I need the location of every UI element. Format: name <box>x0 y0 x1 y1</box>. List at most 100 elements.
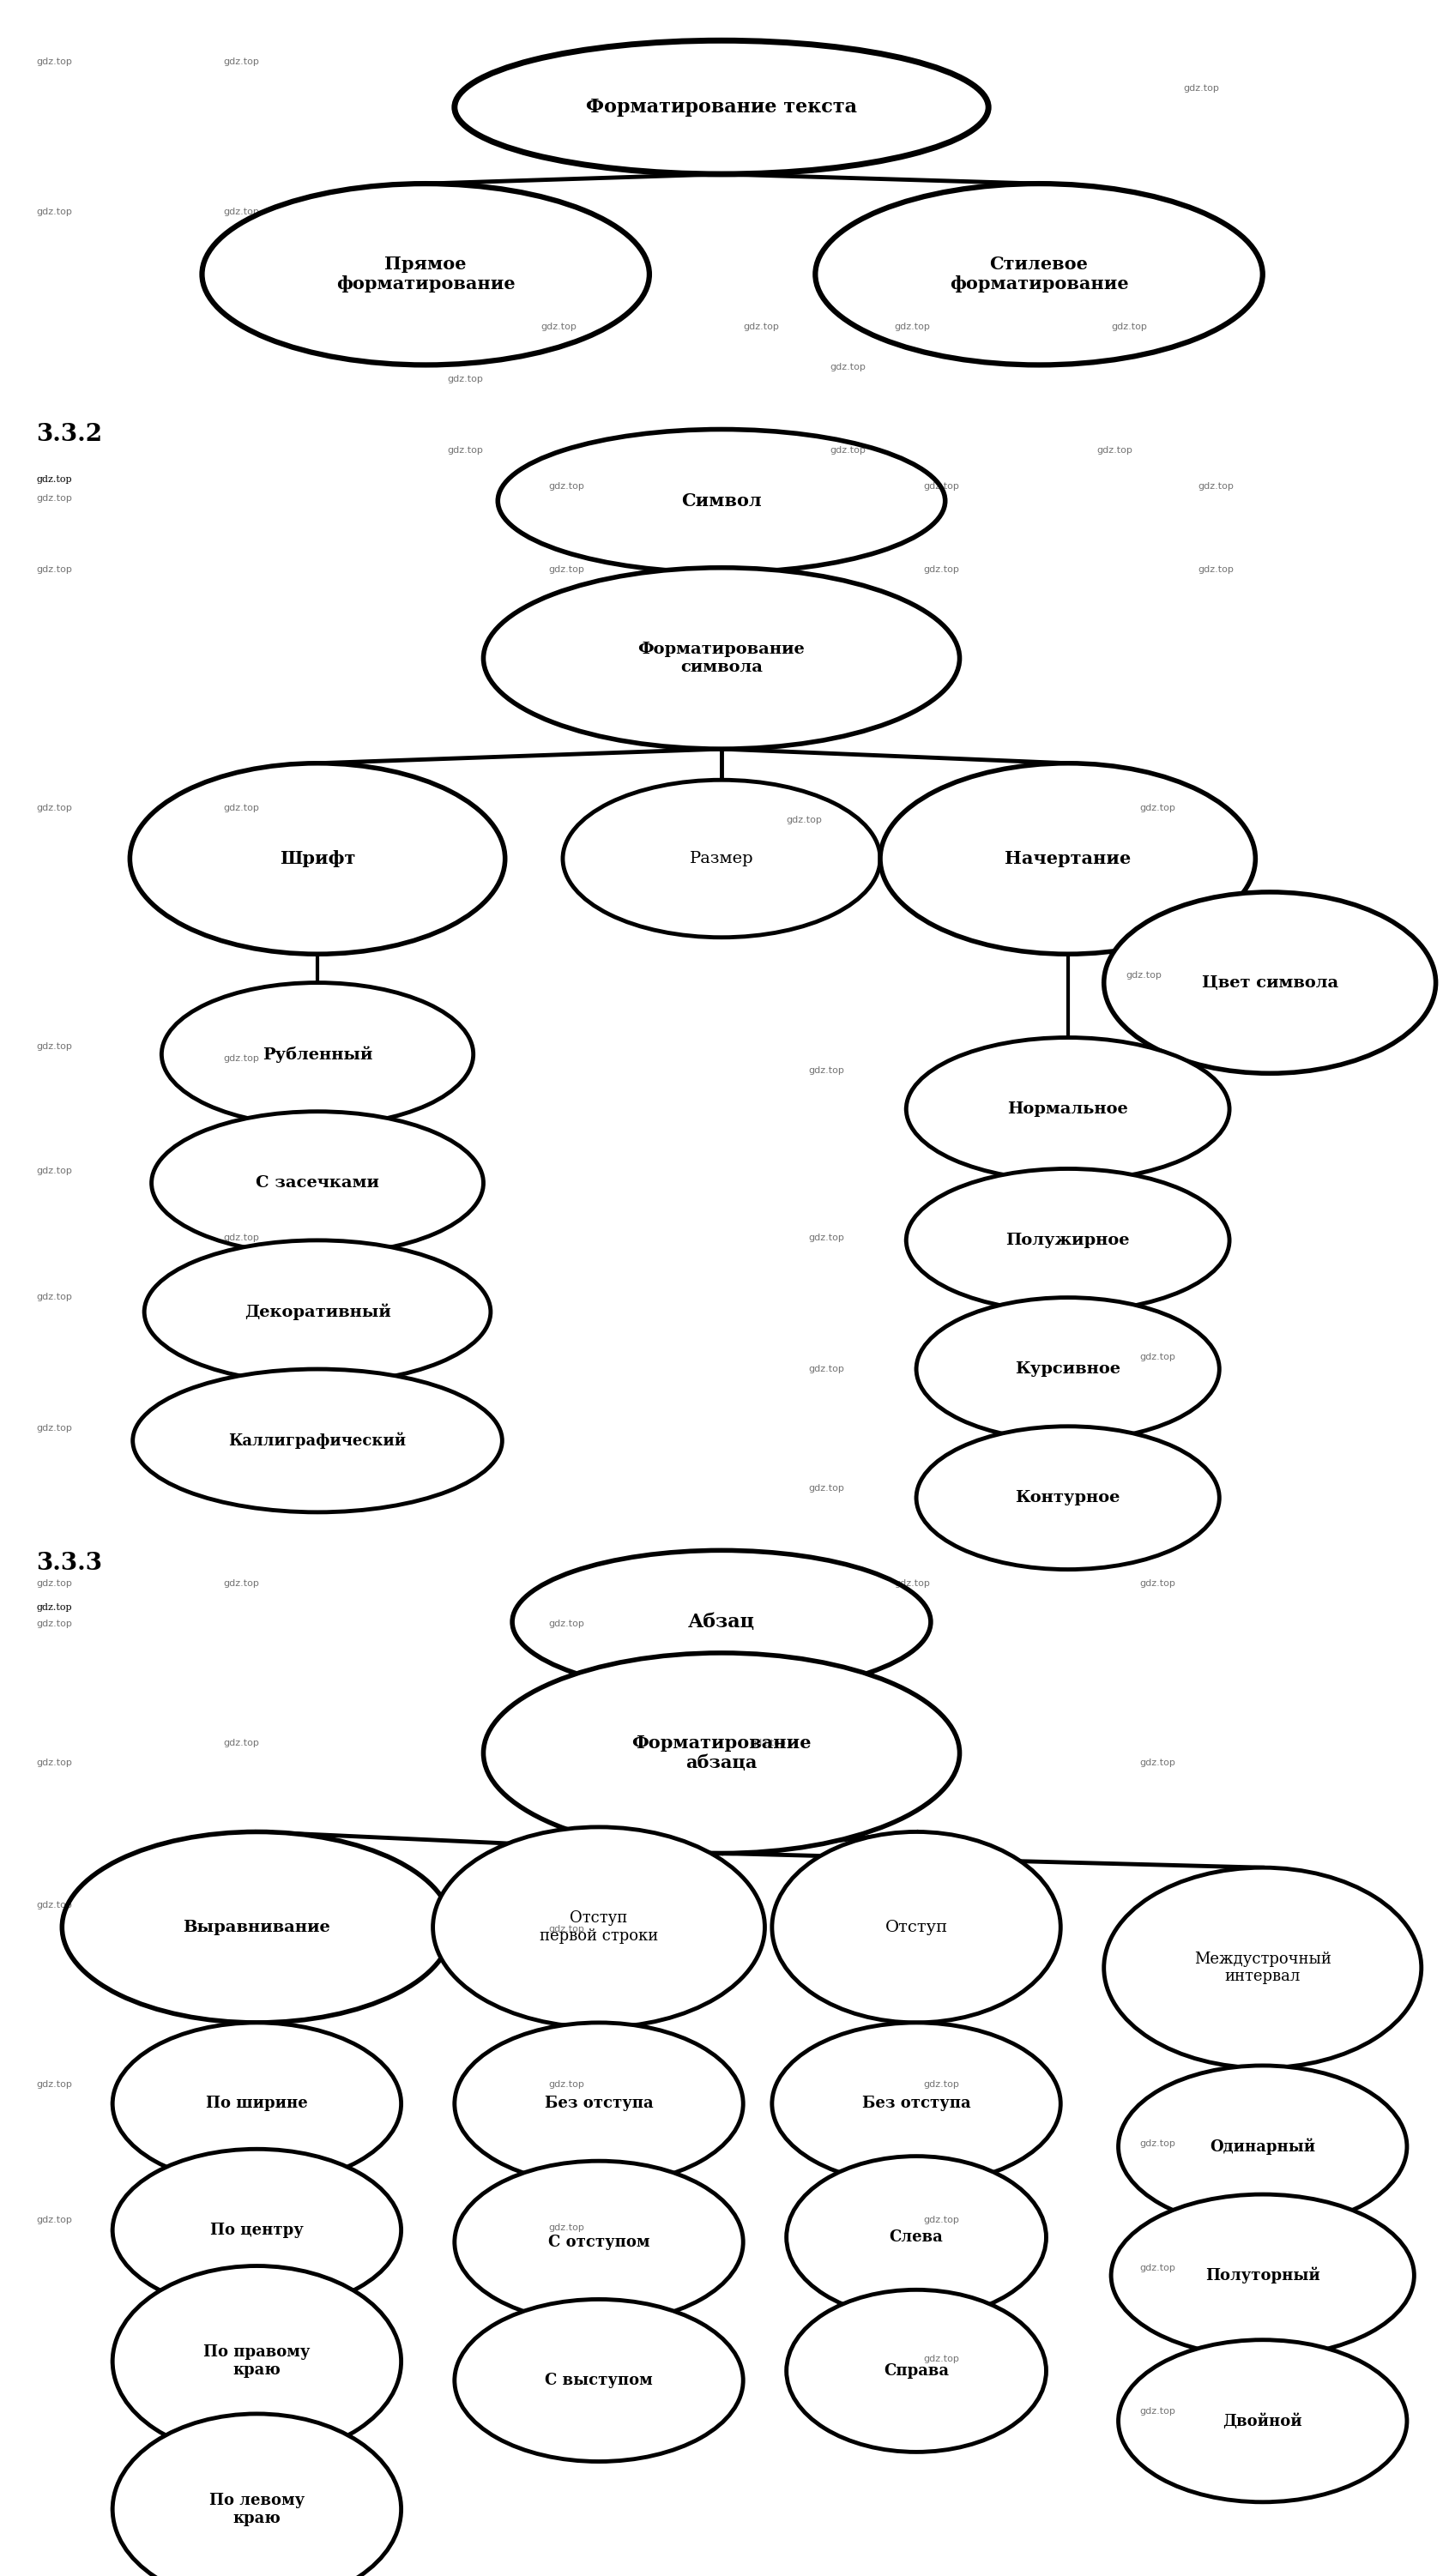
Ellipse shape <box>498 430 945 572</box>
Text: Курсивное: Курсивное <box>1014 1360 1121 1376</box>
Text: gdz.top: gdz.top <box>548 482 584 489</box>
Text: Шрифт: Шрифт <box>280 850 355 868</box>
Ellipse shape <box>113 2414 401 2576</box>
Text: Междустрочный
интервал: Междустрочный интервал <box>1193 1950 1332 1984</box>
Text: Нормальное: Нормальное <box>1007 1103 1128 1118</box>
Text: gdz.top: gdz.top <box>1183 85 1219 93</box>
Text: gdz.top: gdz.top <box>548 567 584 574</box>
Ellipse shape <box>133 1368 502 1512</box>
Text: gdz.top: gdz.top <box>548 2081 584 2089</box>
Text: gdz.top: gdz.top <box>36 474 72 484</box>
Text: gdz.top: gdz.top <box>1126 971 1162 979</box>
Text: gdz.top: gdz.top <box>36 1293 72 1301</box>
Text: По правому
краю: По правому краю <box>203 2344 310 2378</box>
Text: gdz.top: gdz.top <box>548 1924 584 1935</box>
Text: gdz.top: gdz.top <box>36 1579 72 1587</box>
Ellipse shape <box>906 1170 1229 1311</box>
Text: gdz.top: gdz.top <box>1140 804 1176 811</box>
Text: Каллиграфический: Каллиграфический <box>228 1432 407 1450</box>
Ellipse shape <box>786 2290 1046 2452</box>
Text: gdz.top: gdz.top <box>808 1234 844 1242</box>
Text: gdz.top: gdz.top <box>924 2354 960 2362</box>
Text: По ширине: По ширине <box>206 2097 307 2112</box>
Ellipse shape <box>162 981 473 1126</box>
Text: Форматирование текста: Форматирование текста <box>586 98 857 116</box>
Text: gdz.top: gdz.top <box>1140 1759 1176 1767</box>
Ellipse shape <box>772 1832 1061 2022</box>
Text: gdz.top: gdz.top <box>224 1054 260 1064</box>
Text: gdz.top: gdz.top <box>1140 2264 1176 2272</box>
Text: gdz.top: gdz.top <box>1198 567 1234 574</box>
Text: Полуторный: Полуторный <box>1205 2267 1320 2285</box>
Text: Начертание: Начертание <box>1004 850 1131 868</box>
Text: Размер: Размер <box>690 850 753 866</box>
Ellipse shape <box>202 183 649 366</box>
Text: gdz.top: gdz.top <box>1111 322 1147 330</box>
Text: gdz.top: gdz.top <box>224 1579 260 1587</box>
Text: 3.3.2: 3.3.2 <box>36 422 102 446</box>
Ellipse shape <box>113 2148 401 2311</box>
Text: Декоративный: Декоративный <box>244 1303 391 1321</box>
Text: gdz.top: gdz.top <box>36 804 72 811</box>
Text: gdz.top: gdz.top <box>36 1425 72 1432</box>
Text: Рубленный: Рубленный <box>263 1046 372 1064</box>
Ellipse shape <box>772 2022 1061 2184</box>
Text: gdz.top: gdz.top <box>224 209 260 216</box>
Text: gdz.top: gdz.top <box>750 1739 786 1747</box>
Text: gdz.top: gdz.top <box>924 482 960 489</box>
Ellipse shape <box>433 1826 765 2027</box>
Text: gdz.top: gdz.top <box>36 1043 72 1051</box>
Text: gdz.top: gdz.top <box>548 1620 584 1628</box>
Text: gdz.top: gdz.top <box>36 1620 72 1628</box>
Text: Отступ: Отступ <box>885 1919 948 1935</box>
Ellipse shape <box>483 1654 960 1852</box>
Text: Двойной: Двойной <box>1222 2414 1303 2429</box>
Ellipse shape <box>880 762 1255 953</box>
Ellipse shape <box>1118 2339 1407 2501</box>
Text: gdz.top: gdz.top <box>808 1365 844 1373</box>
Ellipse shape <box>916 1298 1219 1440</box>
Text: gdz.top: gdz.top <box>924 2215 960 2226</box>
Text: 3.3.3: 3.3.3 <box>36 1551 102 1574</box>
Text: gdz.top: gdz.top <box>36 2215 72 2226</box>
Ellipse shape <box>916 1427 1219 1569</box>
Text: gdz.top: gdz.top <box>830 363 866 371</box>
Text: gdz.top: gdz.top <box>224 1739 260 1747</box>
Text: gdz.top: gdz.top <box>447 374 483 384</box>
Text: gdz.top: gdz.top <box>447 446 483 456</box>
Text: Цвет символа: Цвет символа <box>1202 974 1338 989</box>
Text: Прямое
форматирование: Прямое форматирование <box>336 255 515 294</box>
Ellipse shape <box>455 2022 743 2184</box>
Text: gdz.top: gdz.top <box>808 1484 844 1492</box>
Text: С отступом: С отступом <box>548 2233 649 2249</box>
Text: Символ: Символ <box>681 492 762 510</box>
Ellipse shape <box>483 567 960 750</box>
Ellipse shape <box>1111 2195 1414 2357</box>
Ellipse shape <box>512 1551 931 1692</box>
Text: gdz.top: gdz.top <box>541 322 577 330</box>
Ellipse shape <box>1118 2066 1407 2228</box>
Text: gdz.top: gdz.top <box>36 567 72 574</box>
Text: gdz.top: gdz.top <box>924 2081 960 2089</box>
Text: gdz.top: gdz.top <box>743 322 779 330</box>
Text: gdz.top: gdz.top <box>36 57 72 67</box>
Ellipse shape <box>786 2156 1046 2318</box>
Text: gdz.top: gdz.top <box>1140 1579 1176 1587</box>
Text: Без отступа: Без отступа <box>861 2097 971 2112</box>
Text: gdz.top: gdz.top <box>36 2081 72 2089</box>
Text: Полужирное: Полужирное <box>1006 1231 1130 1247</box>
Ellipse shape <box>144 1239 491 1383</box>
Ellipse shape <box>455 2300 743 2463</box>
Ellipse shape <box>1104 1868 1421 2069</box>
Text: gdz.top: gdz.top <box>548 2223 584 2231</box>
Text: Абзац: Абзац <box>688 1613 755 1631</box>
Ellipse shape <box>152 1110 483 1255</box>
Text: С выступом: С выступом <box>545 2372 652 2388</box>
Text: gdz.top: gdz.top <box>36 1759 72 1767</box>
Text: Стилевое
форматирование: Стилевое форматирование <box>949 255 1128 294</box>
Text: gdz.top: gdz.top <box>895 322 931 330</box>
Text: gdz.top: gdz.top <box>36 1602 72 1613</box>
Ellipse shape <box>455 41 988 175</box>
Text: Справа: Справа <box>883 2362 949 2378</box>
Text: gdz.top: gdz.top <box>924 567 960 574</box>
